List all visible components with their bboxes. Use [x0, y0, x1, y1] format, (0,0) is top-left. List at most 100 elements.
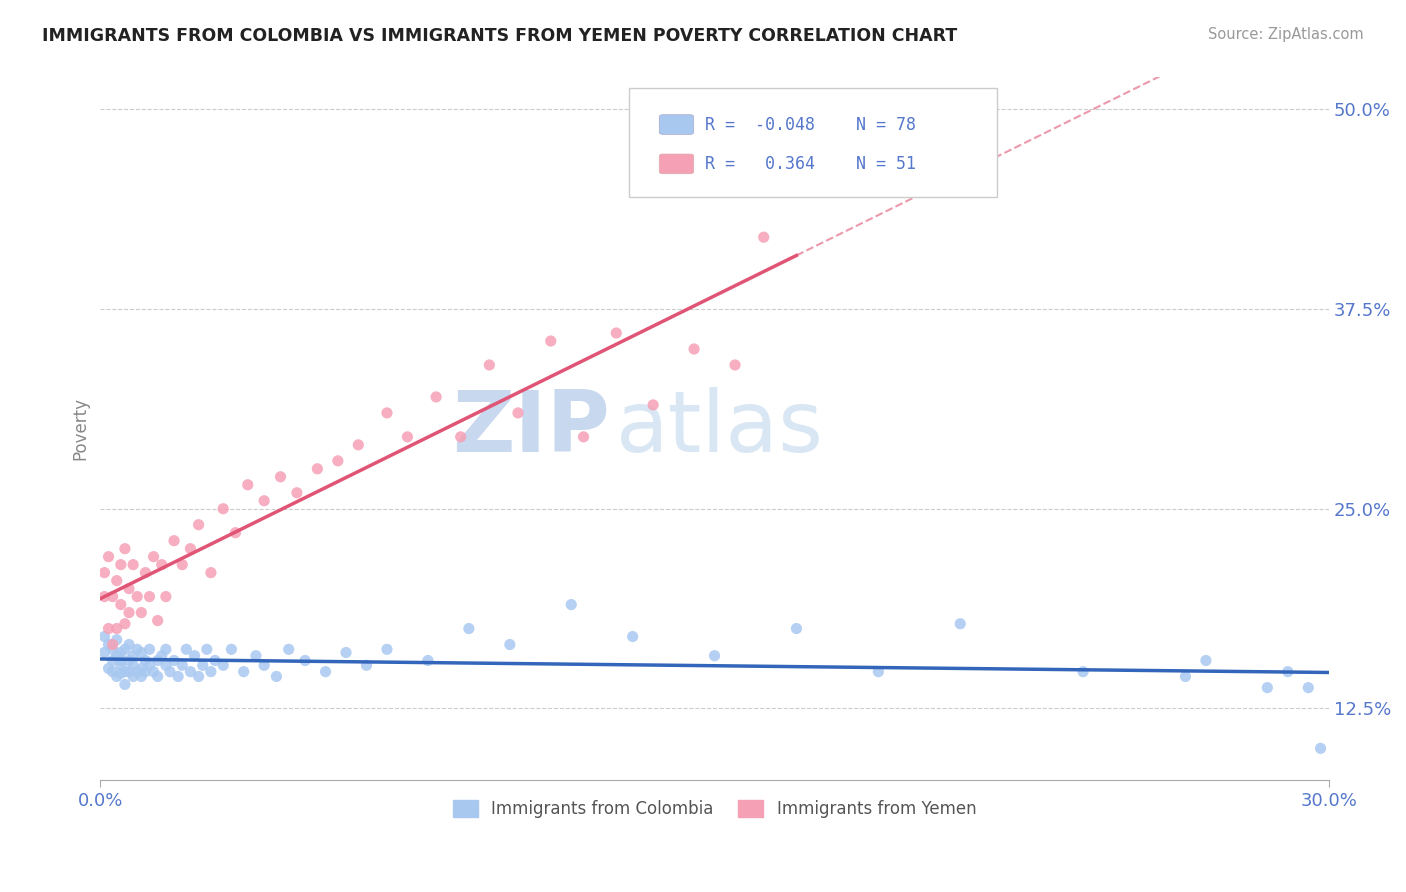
Text: N = 78: N = 78: [856, 116, 915, 134]
Point: [97, 549, 120, 564]
Point: [146, 614, 169, 628]
Point: [224, 525, 246, 540]
Point: [478, 358, 501, 372]
Point: [159, 665, 181, 679]
Point: [785, 622, 807, 636]
Point: [253, 493, 276, 508]
Point: [277, 642, 299, 657]
Text: R =  -0.048: R = -0.048: [704, 116, 814, 134]
Point: [127, 642, 149, 657]
Point: [621, 630, 644, 644]
Point: [572, 430, 595, 444]
Point: [560, 598, 582, 612]
Point: [187, 517, 209, 532]
Point: [155, 642, 177, 657]
Point: [253, 658, 276, 673]
Point: [114, 541, 136, 556]
Point: [150, 558, 173, 572]
Point: [506, 406, 529, 420]
Point: [97, 638, 120, 652]
Text: atlas: atlas: [616, 387, 824, 470]
Point: [195, 642, 218, 657]
Point: [129, 661, 152, 675]
Point: [1195, 653, 1218, 667]
Point: [114, 665, 136, 679]
Point: [146, 653, 169, 667]
Text: ZIP: ZIP: [453, 387, 610, 470]
Point: [396, 430, 419, 444]
Point: [110, 598, 132, 612]
Point: [1277, 665, 1299, 679]
Point: [326, 454, 349, 468]
Text: R =   0.364: R = 0.364: [704, 155, 814, 173]
Point: [236, 477, 259, 491]
Point: [425, 390, 447, 404]
Point: [163, 653, 186, 667]
Point: [122, 648, 145, 663]
Point: [138, 590, 160, 604]
Point: [183, 648, 205, 663]
Point: [785, 174, 807, 188]
Point: [155, 590, 177, 604]
Point: [176, 642, 198, 657]
Point: [683, 342, 706, 356]
Point: [179, 665, 201, 679]
Point: [270, 470, 292, 484]
Point: [1309, 741, 1331, 756]
Point: [142, 549, 165, 564]
Point: [138, 658, 160, 673]
Point: [499, 638, 522, 652]
Point: [101, 665, 124, 679]
Point: [191, 658, 214, 673]
Point: [285, 485, 308, 500]
Point: [1174, 669, 1197, 683]
Point: [101, 590, 124, 604]
Point: [110, 646, 132, 660]
Point: [146, 669, 169, 683]
Point: [187, 669, 209, 683]
Point: [356, 658, 378, 673]
Point: [155, 658, 177, 673]
Point: [97, 661, 120, 675]
Point: [118, 606, 141, 620]
Point: [1298, 681, 1320, 695]
Point: [172, 558, 194, 572]
Point: [416, 653, 439, 667]
FancyBboxPatch shape: [659, 154, 693, 174]
Point: [93, 566, 115, 580]
Point: [134, 665, 156, 679]
Point: [110, 558, 132, 572]
Point: [142, 665, 165, 679]
Point: [221, 642, 243, 657]
Point: [1071, 665, 1094, 679]
Point: [101, 642, 124, 657]
Point: [134, 566, 156, 580]
Point: [347, 438, 370, 452]
Point: [93, 630, 115, 644]
Point: [266, 669, 288, 683]
Point: [134, 653, 156, 667]
Point: [127, 590, 149, 604]
Point: [167, 669, 190, 683]
FancyBboxPatch shape: [628, 88, 997, 197]
Point: [1256, 681, 1278, 695]
Point: [138, 642, 160, 657]
Point: [150, 648, 173, 663]
Point: [949, 616, 972, 631]
Point: [752, 230, 775, 244]
Point: [375, 406, 398, 420]
Point: [245, 648, 267, 663]
Point: [129, 646, 152, 660]
Point: [375, 642, 398, 657]
Point: [93, 590, 115, 604]
Point: [450, 430, 472, 444]
Point: [868, 665, 890, 679]
Point: [204, 653, 226, 667]
Point: [212, 501, 235, 516]
Point: [110, 666, 132, 681]
Y-axis label: Poverty: Poverty: [72, 397, 89, 460]
Point: [114, 642, 136, 657]
Point: [101, 638, 124, 652]
Legend: Immigrants from Colombia, Immigrants from Yemen: Immigrants from Colombia, Immigrants fro…: [446, 793, 983, 825]
Point: [457, 622, 479, 636]
